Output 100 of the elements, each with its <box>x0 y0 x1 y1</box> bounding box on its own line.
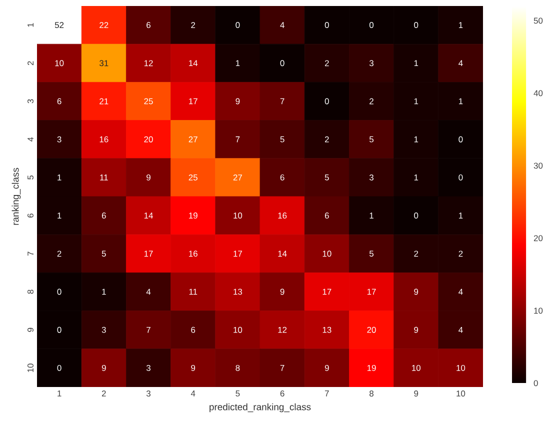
data-label: 9 <box>414 288 418 295</box>
data-label: 4 <box>458 288 463 295</box>
data-label: 4 <box>146 288 151 295</box>
data-label: 1 <box>458 98 463 104</box>
data-label: 0 <box>458 174 463 180</box>
y-tick-label: 10 <box>27 364 34 372</box>
color-bar-label: 10 <box>534 308 543 314</box>
data-label: 2 <box>324 60 329 66</box>
data-label: 9 <box>191 364 196 371</box>
data-label: 14 <box>278 250 287 257</box>
data-label: 1 <box>102 288 106 295</box>
data-label: 11 <box>189 288 198 295</box>
data-label: 10 <box>412 364 420 371</box>
data-label: 5 <box>369 250 374 257</box>
data-label: 2 <box>414 250 418 257</box>
data-label: 9 <box>280 288 284 295</box>
data-label: 27 <box>188 136 198 142</box>
data-label: 16 <box>189 250 198 257</box>
color-bar-label: 30 <box>534 162 543 169</box>
data-label: 10 <box>322 250 332 257</box>
data-label: 3 <box>57 136 62 142</box>
x-tick-label: 8 <box>370 390 374 397</box>
data-label: 0 <box>57 364 62 371</box>
data-label: 4 <box>458 326 463 333</box>
data-label: 21 <box>100 98 108 104</box>
y-tick-label: 6 <box>27 214 34 218</box>
data-label: 0 <box>414 22 418 28</box>
data-label: 0 <box>280 60 284 66</box>
data-label: 31 <box>100 60 108 66</box>
data-label: 8 <box>236 364 240 371</box>
data-label: 19 <box>367 364 376 371</box>
y-tick-label: 3 <box>27 99 34 104</box>
data-label: 17 <box>367 288 376 295</box>
data-label: 0 <box>324 22 329 28</box>
data-label: 6 <box>146 22 150 28</box>
data-label: 9 <box>236 98 240 104</box>
x-tick-label: 9 <box>414 390 418 397</box>
x-axis-title: predicted_ranking_class <box>210 403 311 412</box>
x-tick-label: 3 <box>146 390 150 397</box>
data-label: 13 <box>322 326 332 333</box>
data-label: 14 <box>189 60 198 66</box>
data-label: 20 <box>144 136 153 142</box>
data-label: 2 <box>370 98 374 104</box>
color-bar-label: 0 <box>534 380 538 386</box>
y-tick-label: 5 <box>28 175 34 180</box>
x-tick-label: 7 <box>324 390 329 396</box>
data-label: 12 <box>278 326 287 333</box>
data-label: 2 <box>191 22 196 28</box>
data-label: 10 <box>234 212 242 219</box>
data-label: 1 <box>458 22 463 28</box>
data-label: 1 <box>370 212 374 218</box>
data-label: 6 <box>57 98 62 104</box>
data-label: 0 <box>414 212 418 219</box>
data-label: 10 <box>456 364 466 371</box>
data-label: 6 <box>102 212 106 219</box>
data-label: 1 <box>414 98 418 104</box>
data-label: 1 <box>414 136 418 142</box>
color-bar-label: 40 <box>534 90 543 96</box>
data-label: 1 <box>236 60 240 66</box>
data-label: 7 <box>236 136 240 142</box>
data-label: 3 <box>369 174 374 180</box>
data-label: 17 <box>322 288 332 295</box>
data-label: 7 <box>146 326 150 333</box>
data-label: 6 <box>324 212 329 219</box>
data-label: 25 <box>188 174 198 180</box>
y-tick-label: 8 <box>27 290 34 294</box>
data-label: 12 <box>144 60 153 66</box>
data-label: 14 <box>144 212 153 218</box>
data-label: 3 <box>102 326 106 333</box>
data-label: 2 <box>458 250 463 257</box>
data-label: 5 <box>280 136 284 142</box>
color-bar-label: 20 <box>534 235 543 242</box>
data-label: 9 <box>324 364 329 371</box>
data-label: 52 <box>54 22 64 28</box>
data-label: 1 <box>414 174 418 180</box>
data-label: 3 <box>369 60 374 66</box>
data-label: 25 <box>144 98 153 104</box>
x-tick-label: 4 <box>190 390 196 396</box>
data-label: 0 <box>57 288 62 295</box>
data-label: 3 <box>146 364 150 371</box>
data-label: 0 <box>458 136 463 142</box>
data-label: 16 <box>278 212 287 219</box>
y-tick-label: 9 <box>27 328 34 332</box>
data-label: 17 <box>144 250 153 257</box>
data-label: 9 <box>414 326 418 333</box>
data-label: 6 <box>280 174 284 180</box>
data-label: 9 <box>146 174 150 180</box>
data-label: 0 <box>236 22 240 28</box>
y-tick-label: 7 <box>28 252 34 256</box>
data-label: 5 <box>369 136 374 142</box>
data-label: 0 <box>369 22 374 28</box>
x-tick-label: 1 <box>58 390 62 396</box>
data-label: 5 <box>324 174 329 180</box>
y-axis-title: ranking_class <box>12 168 21 225</box>
data-label: 11 <box>100 174 108 180</box>
data-label: 1 <box>58 174 62 180</box>
data-label: 5 <box>102 250 106 257</box>
data-label: 1 <box>458 212 463 218</box>
data-label: 22 <box>100 22 108 28</box>
data-label: 9 <box>102 364 106 371</box>
